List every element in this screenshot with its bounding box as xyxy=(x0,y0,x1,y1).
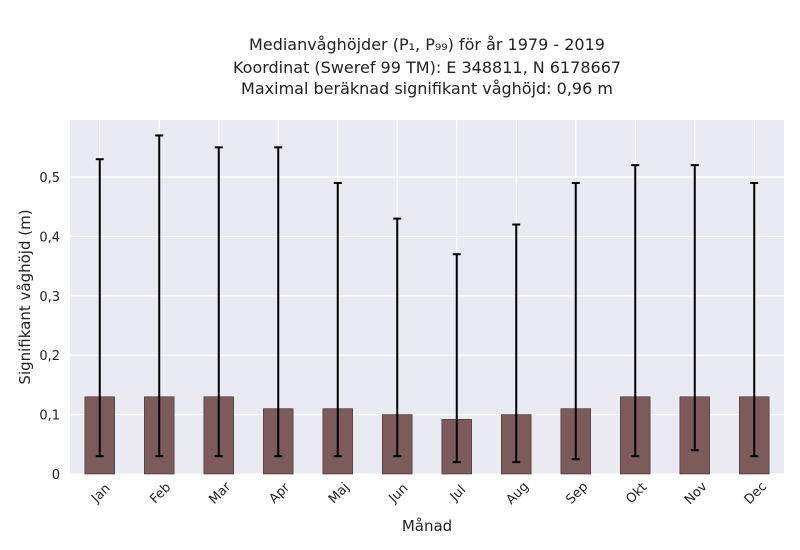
x-tick-label-nov: Nov xyxy=(682,479,711,508)
y-tick-label: 0,1 xyxy=(39,409,60,424)
chart-title-line-1: Medianvåghöjder (P₁, P₉₉) för år 1979 - … xyxy=(249,35,605,54)
x-tick-label-feb: Feb xyxy=(147,480,174,507)
x-tick-label-dec: Dec xyxy=(742,479,770,507)
x-tick-labels: Jan Feb Mar Apr Maj Jun Jul Aug Sep Okt Nov Dec xyxy=(88,479,770,508)
x-tick-label-okt: Okt xyxy=(623,480,650,507)
x-tick-label-aug: Aug xyxy=(503,479,532,508)
y-tick-label: 0,2 xyxy=(39,349,60,364)
x-tick-label-jun: Jun xyxy=(386,481,412,507)
y-tick-label: 0,3 xyxy=(39,290,60,305)
x-tick-label-mar: Mar xyxy=(206,479,234,507)
y-tick-label: 0,4 xyxy=(39,230,60,245)
error-bars xyxy=(95,134,759,464)
x-tick-label-maj: Maj xyxy=(326,480,353,507)
chart-title-line-3: Maximal beräknad signifikant våghöjd: 0,… xyxy=(241,79,613,98)
y-axis-label: Signifikant våghöjd (m) xyxy=(16,209,34,384)
plot-area xyxy=(70,120,784,474)
x-tick-label-sep: Sep xyxy=(563,480,591,508)
chart-title-line-2: Koordinat (Sweref 99 TM): E 348811, N 61… xyxy=(232,58,622,77)
y-tick-labels: 0 0,1 0,2 0,3 0,4 0,5 xyxy=(39,171,60,483)
y-tick-label: 0 xyxy=(52,468,60,483)
y-tick-label: 0,5 xyxy=(39,171,60,186)
x-axis-label: Månad xyxy=(402,517,452,535)
x-tick-label-jan: Jan xyxy=(88,481,113,506)
x-tick-label-apr: Apr xyxy=(267,480,294,507)
x-tick-label-jul: Jul xyxy=(447,483,469,505)
